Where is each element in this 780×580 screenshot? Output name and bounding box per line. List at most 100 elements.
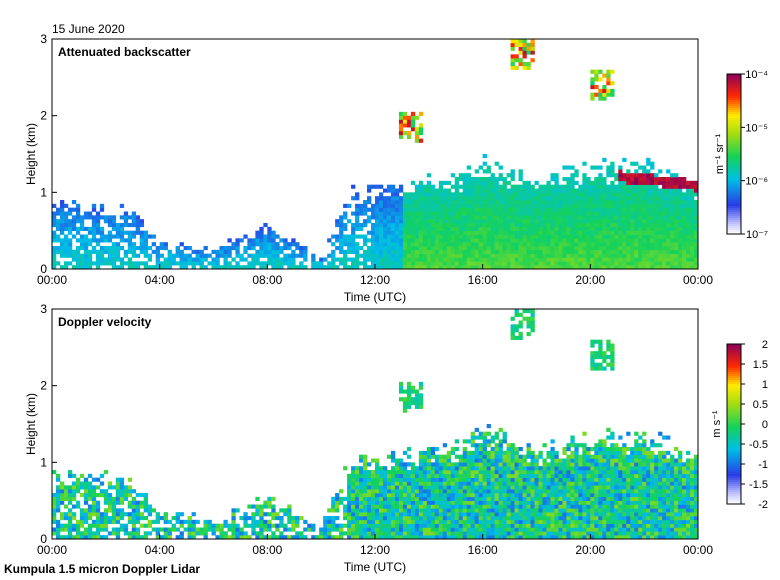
data-cell bbox=[430, 230, 436, 235]
data-cell bbox=[474, 531, 479, 536]
data-cell bbox=[83, 477, 89, 482]
data-cell bbox=[586, 211, 591, 216]
data-cell bbox=[470, 466, 475, 471]
data-cell bbox=[494, 450, 499, 455]
data-cell bbox=[75, 265, 81, 270]
data-cell bbox=[398, 234, 404, 239]
data-cell bbox=[486, 257, 491, 262]
data-cell bbox=[390, 242, 396, 247]
data-cell bbox=[610, 169, 615, 174]
data-cell bbox=[227, 249, 232, 254]
data-cell bbox=[442, 531, 448, 536]
data-cell bbox=[63, 485, 69, 490]
data-cell bbox=[371, 523, 376, 528]
data-cell bbox=[558, 230, 563, 235]
data-cell bbox=[243, 519, 248, 524]
data-cell bbox=[574, 523, 579, 528]
data-cell bbox=[522, 535, 527, 540]
data-cell bbox=[514, 261, 519, 266]
data-cell bbox=[514, 473, 519, 478]
data-cell bbox=[518, 58, 523, 63]
data-cell bbox=[598, 366, 603, 371]
data-cell bbox=[578, 454, 583, 459]
data-cell bbox=[55, 223, 61, 228]
data-cell bbox=[502, 496, 507, 501]
data-cell bbox=[610, 447, 615, 452]
data-cell bbox=[223, 535, 228, 540]
data-cell bbox=[606, 196, 611, 201]
data-cell bbox=[398, 188, 404, 193]
data-cell bbox=[578, 196, 583, 201]
data-cell bbox=[331, 234, 336, 239]
data-cell bbox=[486, 165, 491, 170]
data-cell bbox=[462, 253, 468, 258]
data-cell bbox=[578, 527, 583, 532]
data-cell bbox=[386, 257, 392, 262]
data-cell bbox=[410, 180, 416, 185]
data-cell bbox=[474, 535, 479, 540]
data-cell bbox=[478, 504, 483, 509]
data-cell bbox=[454, 466, 460, 471]
data-cell bbox=[490, 223, 495, 228]
data-cell bbox=[418, 504, 424, 509]
data-cell bbox=[534, 196, 539, 201]
data-cell bbox=[602, 180, 607, 185]
data-cell bbox=[351, 249, 356, 254]
data-cell bbox=[458, 238, 464, 243]
data-cell bbox=[570, 230, 575, 235]
data-cell bbox=[618, 196, 623, 201]
data-cell bbox=[530, 473, 535, 478]
data-cell bbox=[490, 203, 495, 208]
data-cell bbox=[450, 500, 456, 505]
data-cell bbox=[422, 450, 428, 455]
data-cell bbox=[255, 253, 260, 258]
data-cell bbox=[530, 211, 535, 216]
data-cell bbox=[470, 512, 475, 517]
data-cell bbox=[626, 223, 631, 228]
data-cell bbox=[406, 242, 412, 247]
data-cell bbox=[542, 257, 547, 262]
data-cell bbox=[446, 203, 452, 208]
data-cell bbox=[506, 466, 511, 471]
data-cell bbox=[434, 466, 440, 471]
data-cell bbox=[450, 485, 456, 490]
data-cell bbox=[606, 169, 611, 174]
data-cell bbox=[267, 523, 272, 528]
data-cell bbox=[446, 523, 452, 528]
data-cell bbox=[666, 242, 671, 247]
data-cell bbox=[410, 200, 416, 205]
data-cell bbox=[418, 207, 424, 212]
data-cell bbox=[486, 516, 491, 521]
data-cell bbox=[594, 535, 599, 540]
data-cell bbox=[562, 512, 567, 517]
data-cell bbox=[546, 184, 551, 189]
data-cell bbox=[231, 242, 236, 247]
data-cell bbox=[466, 246, 472, 251]
data-cell bbox=[359, 253, 364, 258]
data-cell bbox=[590, 238, 595, 243]
data-cell bbox=[554, 508, 559, 513]
data-cell bbox=[355, 512, 360, 517]
data-cell bbox=[446, 211, 452, 216]
data-cell bbox=[347, 500, 352, 505]
data-cell bbox=[598, 230, 603, 235]
data-cell bbox=[367, 200, 372, 205]
data-cell bbox=[506, 500, 511, 505]
data-cell bbox=[490, 188, 495, 193]
data-cell bbox=[52, 219, 57, 224]
data-cell bbox=[359, 481, 364, 486]
data-cell bbox=[343, 242, 348, 247]
data-cell bbox=[355, 496, 360, 501]
data-cell bbox=[682, 246, 687, 251]
data-cell bbox=[566, 249, 571, 254]
data-cell bbox=[610, 458, 615, 463]
data-cell bbox=[398, 219, 404, 224]
data-cell bbox=[578, 226, 583, 231]
data-cell bbox=[474, 508, 479, 513]
data-cell bbox=[446, 234, 452, 239]
data-cell bbox=[271, 531, 276, 536]
data-cell bbox=[602, 355, 607, 360]
data-cell bbox=[638, 261, 643, 266]
data-cell bbox=[355, 531, 360, 536]
data-cell bbox=[466, 200, 472, 205]
